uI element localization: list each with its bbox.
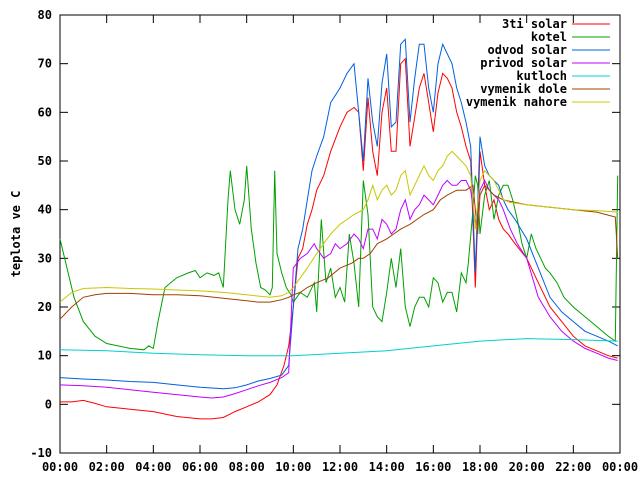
x-tick-label: 04:00 [135,460,171,474]
legend-label: privod solar [480,56,567,70]
legend-label: vymenik nahore [466,95,567,109]
x-tick-label: 14:00 [369,460,405,474]
x-tick-label: 02:00 [89,460,125,474]
y-tick-label: 10 [38,349,52,363]
x-tick-label: 18:00 [462,460,498,474]
series-lines [59,38,619,420]
y-tick-label: 0 [45,397,52,411]
y-tick-label: 60 [38,105,52,119]
x-tick-label: 00:00 [42,460,78,474]
legend-label: 3ti solar [502,17,567,31]
legend-label: vymenik dole [480,82,567,96]
legend-label: kutloch [516,69,567,83]
series-line-5 [59,184,619,320]
y-tick-label: 50 [38,154,52,168]
x-tick-label: 16:00 [415,460,451,474]
x-tick-label: 20:00 [509,460,545,474]
y-tick-label: 40 [38,203,52,217]
legend-label: odvod solar [488,43,567,57]
series-line-0 [60,57,618,420]
y-tick-label: 20 [38,300,52,314]
legend-label: kotel [531,30,567,44]
axis-ticks: -10 0 10 20 30 40 50 60 70 80 00:00 02:00 04:00 06:00… [30,8,638,474]
series-line-6 [59,150,618,303]
series-line-4 [59,338,618,357]
x-tick-label: 06:00 [182,460,218,474]
x-tick-label: 00:00 [602,460,638,474]
y-tick-label: -10 [30,446,52,460]
y-tick-label: 30 [38,251,52,265]
x-tick-label: 10:00 [275,460,311,474]
x-tick-label: 22:00 [555,460,591,474]
series-line-3 [59,179,618,399]
x-tick-label: 12:00 [322,460,358,474]
y-axis-label: teplota ve C [9,191,23,278]
x-tick-label: 08:00 [229,460,265,474]
y-tick-label: 70 [38,57,52,71]
y-tick-label: 80 [38,8,52,22]
